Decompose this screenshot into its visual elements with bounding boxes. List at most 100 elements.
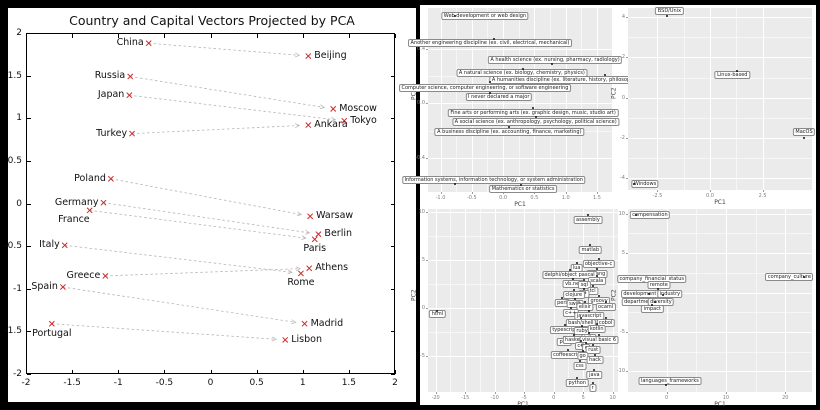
x-tick-label: 1.5 [592,195,601,201]
pca-x-marker [311,236,318,243]
x-tick-mark [785,392,787,394]
data-point [651,303,654,306]
grid-minor-h [628,351,812,353]
y-tick-mark [27,288,31,290]
point-label: I never declared a major [465,93,532,101]
data-point [572,278,575,281]
point-label: lua [570,263,583,272]
data-point [604,316,607,319]
grid-major-v [534,8,536,192]
x-tick-mark [164,370,166,374]
x-tick-mark [256,34,258,38]
y-tick-label: 10 [618,210,625,217]
y-tick-label: -10 [616,368,625,375]
grid-major-h [628,213,812,215]
grid-major-v [657,8,659,190]
data-point [579,316,582,319]
point-label: assembly [573,215,603,224]
capital-label: Paris [303,243,327,255]
pca-x-marker [145,40,152,47]
x-tick-label: -1.0 [435,195,446,201]
point-label: BSD/Unix [655,6,684,15]
x-tick-mark [553,392,555,394]
y-tick-mark [626,332,628,334]
y-tick-mark [391,374,395,375]
capital-label: Beijing [314,50,347,62]
pca-x-marker [102,273,109,279]
x-tick-label: 2 [392,378,398,388]
x-tick-label: -0.5 [466,195,477,201]
y-tick-label: -0.4 [415,154,425,161]
capital-label: Rome [287,277,315,289]
pca-panels-figure: -1.0 -0.5 0.0 0.5 1.0 1.5 0.4 0.0 -0.4 PC1 PC2 Web … [398,5,816,408]
data-point [453,182,456,185]
pca-x-marker [306,265,313,272]
x-tick-label: -20 [431,395,440,401]
y-tick-mark [391,33,395,34]
capital-label: Athens [315,262,349,274]
y-tick-label: -4 [620,175,625,182]
data-point [593,368,596,371]
data-point [598,294,601,297]
y-tick-mark [426,260,428,262]
grid-major-v [435,209,437,392]
y-tick-mark [426,103,428,105]
data-point [583,301,586,304]
x-tick-label: -10 [490,395,499,401]
x-tick-label: 10 [722,395,730,401]
point-label: Linux-based [714,71,750,80]
point-label: remote [647,280,671,289]
grid-major-h [628,97,812,99]
data-point [581,350,584,353]
data-point [581,325,583,328]
grid-major-v [710,8,711,190]
data-point [532,106,535,109]
grid-major-v [524,209,526,392]
data-point [589,244,592,247]
country-capital-arrow [132,126,299,134]
point-label: Information systems, information technol… [401,175,586,184]
country-label: Japan [97,89,125,101]
x-tick-mark [26,34,27,38]
grid-major-h [628,178,812,180]
facet-panel-bottom-left [428,209,618,392]
grid-minor-h [628,312,812,313]
grid-minor-v [450,209,451,392]
x-tick-label: 1.5 [341,378,357,388]
data-point [591,284,594,287]
country-capital-arrow [103,202,309,233]
y-tick-mark [426,48,428,50]
data-point [550,62,553,65]
data-point [572,333,575,336]
x-tick-label: -0.5 [155,378,174,388]
y-tick-label: -2 [620,135,625,142]
pca-x-marker [330,105,337,112]
grid-major-h [428,48,612,50]
country-capital-arrow [148,42,300,55]
data-point [592,343,595,346]
data-point [604,73,607,76]
y-tick-label: -5 [420,353,425,360]
x-tick-mark [583,392,585,394]
point-label: A social science (ex. anthropology, psyc… [452,118,620,127]
grid-major-h [428,260,618,262]
point-label: python [566,379,589,388]
x-tick-mark [612,392,614,394]
x-tick-label: 0.0 [499,195,508,201]
y-tick-mark [27,33,31,34]
y-tick-mark [426,308,428,310]
x-tick-mark [503,192,505,194]
pca-vectors-layer [48,40,348,343]
country-label: France [58,214,90,226]
x-tick-mark [465,392,467,394]
y-tick-mark [626,371,628,373]
x-tick-mark [666,392,668,394]
point-label: Computer science, computer engineering, … [398,83,571,92]
data-point [534,116,537,119]
grid-minor-h [628,272,812,274]
grid-major-h [428,103,612,105]
pca-x-marker [127,73,134,80]
x-tick-mark [395,34,396,38]
x-tick-mark [534,192,536,194]
pca-x-marker [307,213,314,220]
